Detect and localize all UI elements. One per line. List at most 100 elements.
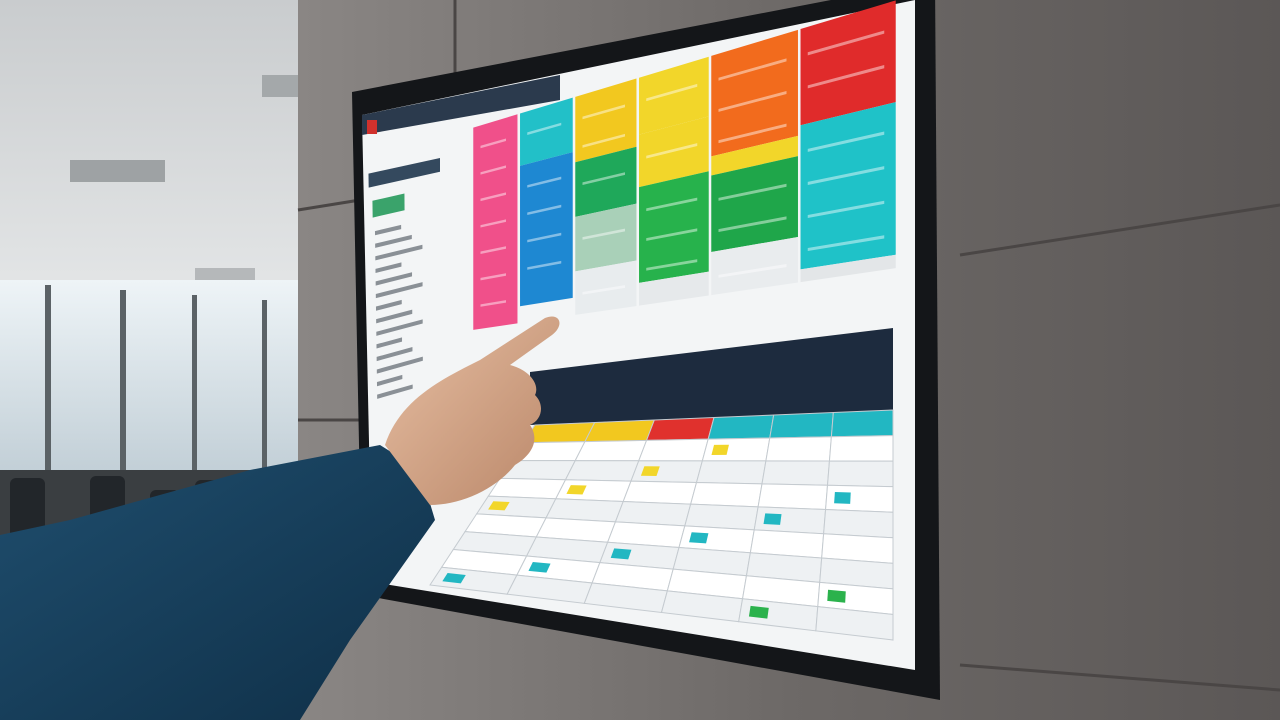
block-line [646,228,698,241]
cell-tag [711,444,729,455]
block-line [527,260,562,270]
color-block [575,78,637,163]
cell-tag [488,501,510,511]
block-line [718,264,787,278]
color-block [711,156,798,253]
sidebar-header [368,158,440,188]
sidebar-line [375,299,402,311]
sidebar-line [375,244,423,261]
color-block [639,116,709,188]
cell-tag [566,485,587,495]
table-cell [707,414,775,440]
color-block [711,236,798,296]
sidebar-line [376,337,403,349]
color-columns [473,0,896,330]
table-cell [823,509,894,539]
sidebar-line [376,309,413,324]
table-cell [828,435,894,462]
block-line [807,200,885,218]
block-line [807,30,885,56]
block-line [807,131,885,152]
sidebar-line [374,224,402,236]
block-line [718,90,787,112]
table-cell [574,439,648,462]
sidebar-line [377,384,413,399]
block-line [646,143,698,159]
table-cell [830,409,894,438]
block-line [527,232,562,243]
sidebar [368,158,440,399]
color-block [575,146,637,217]
color-block [575,260,637,315]
cell-tag [748,605,769,619]
block-line [807,235,885,252]
color-block [800,102,896,270]
block-line [480,219,506,228]
block-line [807,65,885,89]
sidebar-badge [372,193,405,218]
table-cell [487,477,567,500]
table-cell [695,460,767,485]
cell-tag [689,532,709,544]
block-line [718,216,787,233]
block-line [527,122,562,135]
color-block [639,171,709,283]
sidebar-line [375,282,423,299]
schedule-table [429,328,894,641]
sidebar-line [375,234,412,248]
block-line [480,165,506,175]
table-cell [622,480,698,505]
block-line [527,176,562,188]
block-line [582,228,625,240]
color-block [520,97,573,166]
table-cell [765,436,832,462]
color-block [800,254,896,283]
sidebar-line [375,272,413,286]
block-line [480,246,506,254]
block-line [527,204,562,215]
cell-tag [834,492,851,504]
block-line [718,58,787,81]
sidebar-line [376,374,403,387]
color-block [520,152,573,307]
cell-tag [610,548,632,560]
ceiling-light [195,268,255,280]
block-line [480,273,506,281]
ceiling-vent [262,75,302,97]
table-cell [564,460,640,482]
block-line [480,192,506,202]
block-line [480,300,506,307]
sidebar-line [376,319,423,336]
sleeve [0,445,435,720]
block-line [480,138,506,149]
color-block [711,135,798,176]
table-cell [815,606,894,641]
table-cell [584,419,656,443]
screen-logo [367,120,377,134]
table-cell [761,460,830,486]
block-line [718,123,787,144]
block-line [582,104,625,120]
block-line [718,183,787,201]
color-block [711,29,798,157]
table-header [530,328,893,425]
table-cell [690,481,763,508]
block-line [582,172,625,186]
block-line [646,83,698,102]
cell-tag [442,573,466,584]
cell-tag [640,466,660,476]
hand [385,316,560,505]
block-line [582,133,625,148]
table-cell [645,416,715,441]
sidebar-line [375,262,402,274]
table-cell [638,438,709,462]
ceiling [0,0,310,300]
color-block [639,56,709,135]
sidebar-line [376,356,423,374]
screen-top-bar [362,75,560,135]
table-cell [630,460,703,484]
table-cell [757,483,829,511]
block-line [646,197,698,212]
